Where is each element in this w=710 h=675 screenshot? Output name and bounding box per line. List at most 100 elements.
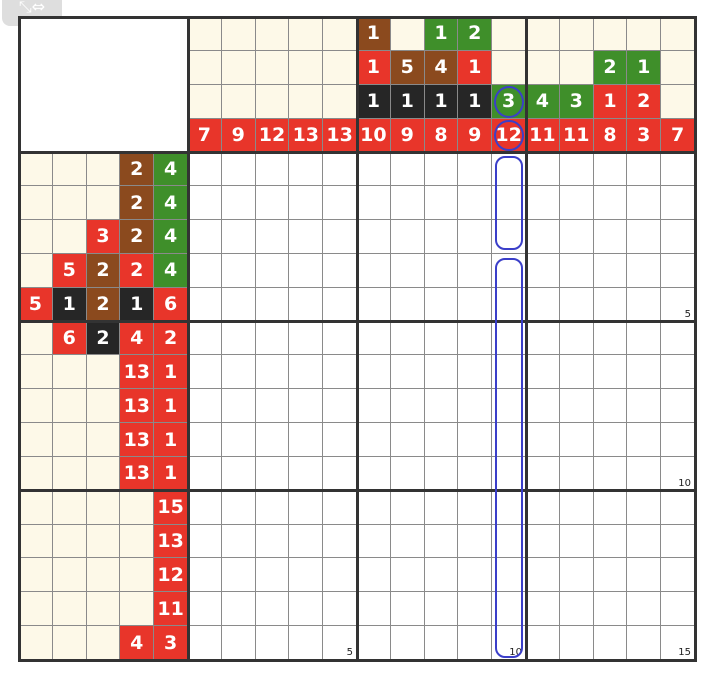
- column-clue[interactable]: 2: [627, 84, 662, 119]
- row-clue-empty[interactable]: [52, 490, 87, 525]
- grid-cell[interactable]: [323, 524, 357, 559]
- grid-cell[interactable]: [390, 152, 425, 187]
- column-clue-empty[interactable]: [593, 17, 628, 51]
- column-clue-empty[interactable]: [661, 84, 695, 119]
- column-clue[interactable]: 1: [424, 84, 459, 119]
- row-clue-empty[interactable]: [86, 490, 121, 525]
- grid-cell[interactable]: [424, 253, 459, 288]
- column-clue[interactable]: 7: [661, 118, 695, 153]
- row-clue-empty[interactable]: [86, 389, 121, 424]
- grid-cell[interactable]: [255, 152, 290, 187]
- column-clue[interactable]: 3: [559, 84, 594, 119]
- grid-cell[interactable]: [188, 186, 222, 221]
- grid-cell[interactable]: [458, 287, 493, 322]
- row-clue[interactable]: 11: [154, 592, 188, 627]
- grid-cell[interactable]: [390, 490, 425, 525]
- grid-cell[interactable]: [593, 152, 628, 187]
- column-clue[interactable]: 1: [424, 17, 459, 51]
- column-clue-empty[interactable]: [492, 17, 526, 51]
- grid-cell[interactable]: [289, 490, 324, 525]
- row-clue-empty[interactable]: [120, 490, 155, 525]
- grid-cell[interactable]: [255, 186, 290, 221]
- grid-cell[interactable]: [255, 423, 290, 457]
- column-clue-empty[interactable]: [289, 84, 324, 119]
- row-clue-empty[interactable]: [52, 558, 87, 593]
- grid-cell[interactable]: [188, 558, 222, 593]
- row-clue-empty[interactable]: [86, 355, 121, 390]
- row-clue[interactable]: 13: [120, 389, 155, 424]
- grid-cell[interactable]: [526, 253, 560, 288]
- grid-cell[interactable]: [357, 186, 391, 221]
- grid-cell[interactable]: [221, 321, 256, 356]
- grid-cell[interactable]: [323, 253, 357, 288]
- row-clue[interactable]: 4: [154, 152, 188, 187]
- grid-cell[interactable]: [357, 287, 391, 322]
- grid-cell[interactable]: [661, 152, 695, 187]
- grid-cell[interactable]: [526, 456, 560, 491]
- grid-cell[interactable]: [559, 524, 594, 559]
- grid-cell[interactable]: [390, 287, 425, 322]
- grid-cell[interactable]: [255, 287, 290, 322]
- row-clue[interactable]: 2: [120, 152, 155, 187]
- grid-cell[interactable]: [188, 220, 222, 254]
- grid-cell[interactable]: [255, 592, 290, 627]
- row-clue-empty[interactable]: [120, 592, 155, 627]
- grid-cell[interactable]: [188, 152, 222, 187]
- grid-cell[interactable]: [323, 321, 357, 356]
- column-clue[interactable]: 8: [424, 118, 459, 153]
- row-clue-empty[interactable]: [52, 626, 87, 660]
- row-clue-empty[interactable]: [19, 321, 53, 356]
- row-clue-empty[interactable]: [52, 389, 87, 424]
- column-clue[interactable]: 4: [526, 84, 560, 119]
- grid-cell[interactable]: [255, 389, 290, 424]
- column-clue[interactable]: 1: [458, 84, 493, 119]
- grid-cell[interactable]: [627, 220, 662, 254]
- grid-cell[interactable]: [188, 626, 222, 660]
- column-clue[interactable]: 13: [323, 118, 357, 153]
- grid-cell[interactable]: [627, 490, 662, 525]
- grid-cell[interactable]: [661, 524, 695, 559]
- grid-cell[interactable]: [221, 456, 256, 491]
- grid-cell[interactable]: [188, 592, 222, 627]
- grid-cell[interactable]: [458, 524, 493, 559]
- grid-cell[interactable]: [593, 592, 628, 627]
- grid-cell[interactable]: [323, 389, 357, 424]
- column-clue[interactable]: 2: [458, 17, 493, 51]
- grid-cell[interactable]: [289, 456, 324, 491]
- row-clue[interactable]: 1: [52, 287, 87, 322]
- grid-cell[interactable]: [424, 220, 459, 254]
- grid-cell[interactable]: [593, 253, 628, 288]
- grid-cell[interactable]: [458, 558, 493, 593]
- grid-cell[interactable]: [458, 152, 493, 187]
- row-clue-empty[interactable]: [52, 220, 87, 254]
- grid-cell[interactable]: [221, 355, 256, 390]
- grid-cell[interactable]: [458, 186, 493, 221]
- grid-cell[interactable]: [559, 389, 594, 424]
- grid-cell[interactable]: [424, 152, 459, 187]
- grid-cell[interactable]: [458, 321, 493, 356]
- row-clue-empty[interactable]: [19, 389, 53, 424]
- grid-cell[interactable]: [559, 253, 594, 288]
- grid-cell[interactable]: [390, 389, 425, 424]
- grid-cell[interactable]: [357, 152, 391, 187]
- column-clue-empty[interactable]: [627, 17, 662, 51]
- grid-cell[interactable]: [526, 423, 560, 457]
- row-clue[interactable]: 4: [120, 321, 155, 356]
- grid-cell[interactable]: [289, 389, 324, 424]
- row-clue[interactable]: 4: [154, 220, 188, 254]
- column-clue-empty[interactable]: [255, 50, 290, 85]
- grid-cell[interactable]: [390, 456, 425, 491]
- column-clue[interactable]: 3: [627, 118, 662, 153]
- column-clue-empty[interactable]: [255, 17, 290, 51]
- column-clue-empty[interactable]: [188, 84, 222, 119]
- grid-cell[interactable]: [627, 152, 662, 187]
- row-clue-empty[interactable]: [19, 186, 53, 221]
- grid-cell[interactable]: [424, 355, 459, 390]
- grid-cell[interactable]: [661, 490, 695, 525]
- grid-cell[interactable]: [390, 355, 425, 390]
- grid-cell[interactable]: [593, 558, 628, 593]
- grid-cell[interactable]: [289, 524, 324, 559]
- column-clue[interactable]: 11: [526, 118, 560, 153]
- row-clue-empty[interactable]: [52, 186, 87, 221]
- column-clue-empty[interactable]: [661, 17, 695, 51]
